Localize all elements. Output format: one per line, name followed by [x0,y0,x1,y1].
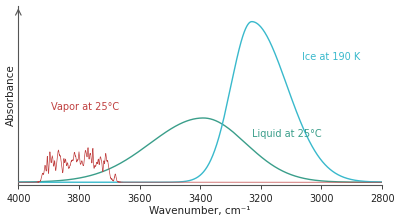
Y-axis label: Absorbance: Absorbance [6,64,16,126]
Text: Liquid at 25°C: Liquid at 25°C [252,129,321,139]
Text: Ice at 190 K: Ice at 190 K [302,52,360,62]
Text: Vapor at 25°C: Vapor at 25°C [51,101,119,112]
X-axis label: Wavenumber, cm⁻¹: Wavenumber, cm⁻¹ [150,206,251,216]
